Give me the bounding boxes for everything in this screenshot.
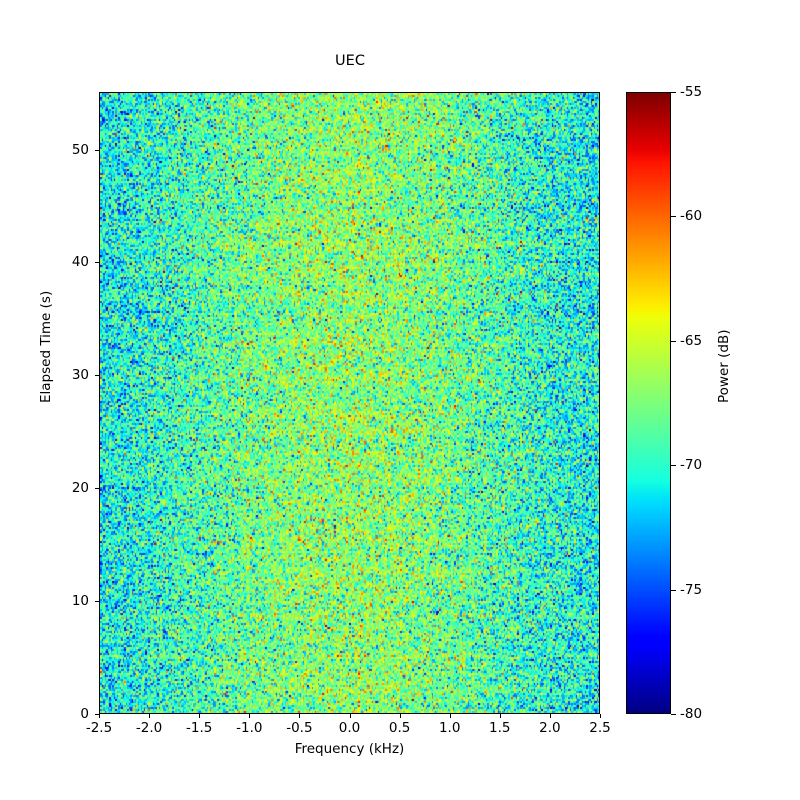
x-axis-label: Frequency (kHz) xyxy=(294,741,405,757)
spectrogram-plot-area xyxy=(99,92,600,714)
x-axis-tick-label: -2.5 xyxy=(85,720,113,736)
colorbar-tick-label: -65 xyxy=(680,332,703,349)
y-axis-tick xyxy=(95,488,99,490)
x-axis-tick xyxy=(499,714,501,718)
x-axis-tick xyxy=(399,714,401,718)
colorbar-canvas xyxy=(627,93,670,713)
x-axis-tick-label: 1.5 xyxy=(489,720,511,736)
x-axis-tick xyxy=(349,714,351,718)
x-axis-tick xyxy=(299,714,301,718)
x-axis-tick-label: -1.5 xyxy=(186,720,213,736)
x-axis-tick-label: 1.0 xyxy=(438,720,461,736)
colorbar-tick xyxy=(671,589,676,591)
colorbar-tick xyxy=(671,92,676,93)
colorbar-tick-label: -80 xyxy=(680,706,703,722)
x-axis-tick-label: -0.5 xyxy=(286,720,313,736)
y-axis-label: Elapsed Time (s) xyxy=(38,290,54,403)
x-axis-tick-label: 2.0 xyxy=(539,720,561,736)
x-axis-tick xyxy=(149,714,151,718)
y-axis-tick-label: 50 xyxy=(71,141,89,158)
colorbar-tick-label: -70 xyxy=(680,457,703,474)
x-axis-tick xyxy=(449,714,451,718)
colorbar-tick xyxy=(671,216,676,218)
x-axis-tick xyxy=(600,714,601,718)
x-axis-tick-label: -2.0 xyxy=(135,720,163,736)
y-axis-tick-label: 20 xyxy=(71,480,89,497)
colorbar-tick-label: -60 xyxy=(680,208,703,225)
y-axis-tick-label: 30 xyxy=(71,367,89,384)
x-axis-tick xyxy=(99,714,100,718)
colorbar xyxy=(626,92,671,714)
y-axis-tick-label: 0 xyxy=(80,706,89,722)
y-axis-tick xyxy=(95,262,99,264)
title-line-station: UEC xyxy=(335,53,365,69)
colorbar-tick xyxy=(671,340,676,342)
colorbar-tick xyxy=(671,465,676,467)
y-axis-tick-label: 10 xyxy=(71,593,89,610)
x-axis-tick xyxy=(549,714,551,718)
colorbar-tick-label: -75 xyxy=(680,581,703,598)
y-axis-tick xyxy=(95,375,99,377)
y-axis-tick xyxy=(95,149,99,151)
colorbar-tick-label: -55 xyxy=(680,84,703,100)
x-axis-tick-label: 0.0 xyxy=(338,720,361,736)
y-axis-tick xyxy=(95,601,99,603)
x-axis-tick-label: 0.5 xyxy=(388,720,411,736)
x-axis-tick-label: -1.0 xyxy=(236,720,263,736)
x-axis-tick xyxy=(199,714,201,718)
colorbar-tick xyxy=(671,714,676,715)
y-axis-tick xyxy=(95,714,99,715)
colorbar-label: Power (dB) xyxy=(716,329,732,403)
spectrogram-canvas xyxy=(100,93,599,713)
x-axis-tick-label: 2.5 xyxy=(589,720,611,736)
y-axis-tick-label: 40 xyxy=(71,254,89,271)
x-axis-tick xyxy=(249,714,251,718)
